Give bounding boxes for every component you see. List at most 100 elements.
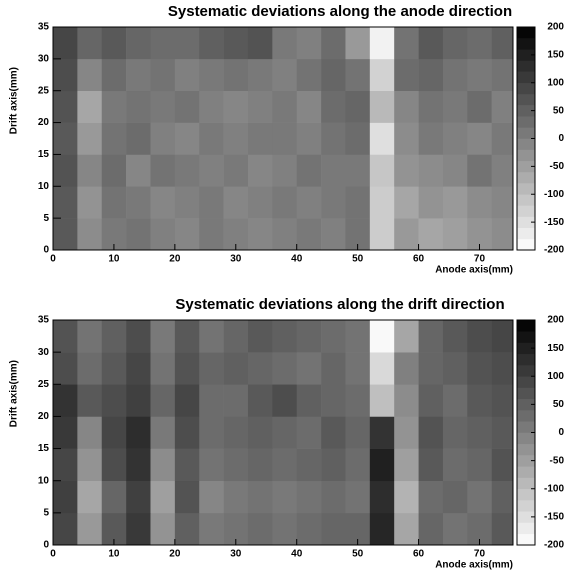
heatmap-cell [223, 186, 249, 219]
heatmap-cell [77, 480, 103, 514]
heatmap-cell [150, 320, 176, 353]
heatmap-cell [442, 320, 468, 353]
heatmap-cell [53, 154, 78, 187]
x-tick-label: 60 [413, 254, 425, 265]
heatmap-cell [272, 154, 298, 187]
heatmap-cell [247, 448, 273, 482]
heatmap-cell [491, 352, 514, 385]
heatmap-cell [442, 122, 468, 155]
heatmap-cell [467, 154, 492, 187]
y-tick-label: 25 [38, 85, 50, 96]
heatmap-cell [101, 122, 127, 155]
heatmap-cell [126, 384, 151, 417]
heatmap-cell [394, 154, 419, 187]
heatmap-cell [467, 122, 492, 155]
heatmap-cell [126, 154, 151, 187]
heatmap-cell [321, 448, 346, 482]
heatmap-cell [369, 320, 395, 353]
heatmap-cell [321, 27, 346, 60]
heatmap-cell [126, 90, 151, 123]
colorbar-band [517, 149, 535, 162]
heatmap-cell [199, 448, 224, 482]
heatmap-cell [369, 416, 395, 449]
heatmap-cell [467, 480, 492, 514]
colorbar-band [517, 38, 535, 50]
colorbar-tick-label: 0 [558, 427, 564, 438]
heatmap-cell [247, 352, 273, 385]
heatmap-cell [394, 352, 419, 385]
colorbar-tick-label: -150 [544, 217, 564, 228]
heatmap-cell [199, 218, 224, 251]
heatmap-cell [418, 58, 444, 92]
x-tick-label: 50 [352, 549, 364, 560]
heatmap-cell [223, 122, 249, 155]
heatmap-cell [394, 122, 419, 155]
chart-title: Systematic deviations along the anode di… [168, 3, 512, 20]
colorbar-band [517, 160, 535, 173]
y-tick-label: 25 [38, 379, 50, 390]
heatmap-cell [150, 416, 176, 449]
heatmap-cell [77, 416, 103, 449]
heatmap-cell [101, 352, 127, 385]
heatmap-cell [491, 218, 514, 251]
heatmap-cell [247, 27, 273, 60]
x-tick-label: 70 [474, 254, 486, 265]
colorbar-band [517, 71, 535, 84]
heatmap-cell [150, 448, 176, 482]
heatmap-cell [491, 58, 514, 92]
colorbar-tick-label: -100 [544, 189, 564, 200]
heatmap-cell [296, 154, 322, 187]
heatmap-cell [223, 154, 249, 187]
heatmap-cell [345, 384, 371, 417]
heatmap-cell [321, 352, 346, 385]
heatmap-cell [345, 122, 371, 155]
heatmap-cell [53, 122, 78, 155]
x-tick-label: 50 [352, 254, 364, 265]
heatmap-cell [272, 352, 298, 385]
colorbar-band [517, 331, 535, 343]
heatmap-cell [345, 154, 371, 187]
colorbar-tick-label: -150 [544, 512, 564, 523]
colorbar-band [517, 455, 535, 467]
x-tick-label: 40 [291, 254, 303, 265]
heatmap-cell [321, 90, 346, 123]
heatmap-cell [174, 90, 200, 123]
heatmap-cell [345, 58, 371, 92]
heatmap-cell [394, 416, 419, 449]
plot-frame [52, 319, 514, 546]
heatmap-cell [321, 218, 346, 251]
colorbar-band [517, 116, 535, 128]
heatmap-cell [345, 27, 371, 60]
colorbar-tick-label: 50 [553, 105, 565, 116]
heatmap-cell [296, 320, 322, 353]
colorbar-band [517, 194, 535, 206]
colorbar-band [517, 511, 535, 523]
colorbar-tick-label: 150 [547, 50, 564, 61]
heatmap-cell [199, 154, 224, 187]
colorbar-tick-label: 100 [547, 371, 564, 382]
heatmap-cell [53, 218, 78, 251]
heatmap-cell [174, 416, 200, 449]
x-tick-label: 10 [108, 254, 120, 265]
colorbar-band [517, 227, 535, 240]
heatmap-cell [199, 352, 224, 385]
heatmap-cell [296, 512, 322, 546]
heatmap-cell [77, 186, 103, 219]
heatmap-cell [247, 58, 273, 92]
colorbar-band [517, 466, 535, 478]
heatmap-cell [199, 416, 224, 449]
colorbar-band [517, 477, 535, 490]
colorbar-band [517, 443, 535, 456]
heatmap-cell [418, 90, 444, 123]
heatmap-cell [467, 384, 492, 417]
heatmap-cell [345, 320, 371, 353]
heatmap-cell [174, 320, 200, 353]
heatmap-cell [247, 154, 273, 187]
heatmap-cell [296, 448, 322, 482]
colorbar-tick-label: 100 [547, 77, 564, 88]
heatmap-cell [442, 352, 468, 385]
colorbar-tick-label: -50 [550, 161, 565, 172]
heatmap-cell [223, 416, 249, 449]
heatmap-cell [369, 90, 395, 123]
